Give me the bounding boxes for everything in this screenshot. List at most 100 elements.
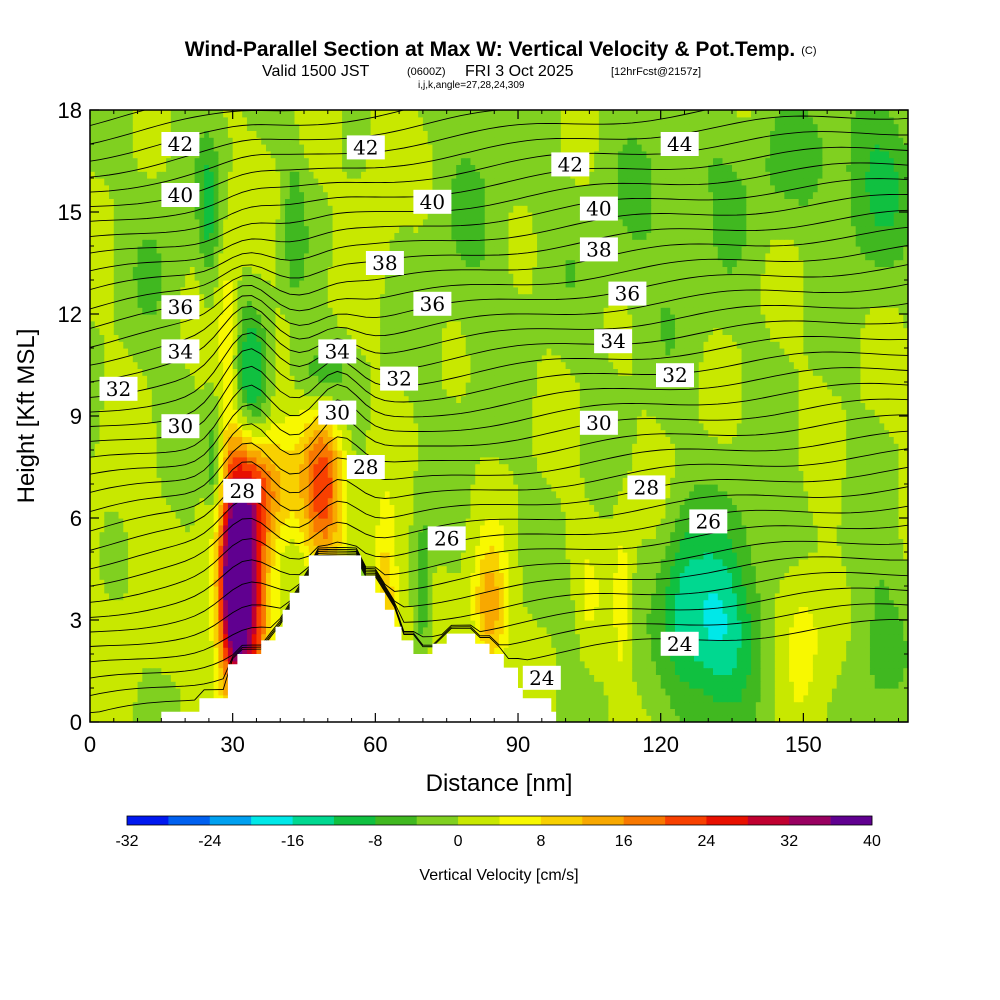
field-cell bbox=[251, 626, 258, 635]
field-cell bbox=[575, 708, 581, 716]
field-cell bbox=[751, 592, 757, 601]
field-cell bbox=[765, 586, 771, 594]
field-cell bbox=[594, 572, 600, 580]
field-cell bbox=[879, 606, 885, 614]
field-cell bbox=[213, 579, 220, 587]
field-cell bbox=[765, 681, 771, 689]
field-cell bbox=[603, 647, 609, 655]
field-cell bbox=[199, 565, 205, 573]
field-cell bbox=[175, 599, 181, 607]
field-cell bbox=[594, 633, 600, 641]
field-cell bbox=[774, 654, 781, 662]
field-cell bbox=[703, 654, 709, 662]
field-cell bbox=[403, 572, 410, 580]
field-cell bbox=[884, 586, 890, 594]
field-cell bbox=[822, 565, 828, 573]
field-cell bbox=[789, 599, 795, 607]
field-cell bbox=[698, 674, 705, 682]
field-cell bbox=[161, 565, 167, 573]
field-cell bbox=[166, 531, 172, 539]
field-cell bbox=[860, 613, 866, 621]
field-cell bbox=[213, 524, 220, 533]
field-cell bbox=[99, 708, 105, 716]
field-cell bbox=[603, 674, 609, 682]
field-cell bbox=[703, 599, 709, 607]
field-cell bbox=[636, 538, 643, 546]
field-cell bbox=[194, 633, 200, 641]
field-cell bbox=[689, 688, 695, 696]
field-cell bbox=[741, 654, 747, 662]
field-cell bbox=[204, 647, 210, 655]
field-cell bbox=[613, 640, 619, 648]
field-cell bbox=[432, 620, 438, 628]
field-cell bbox=[613, 579, 619, 587]
field-cell bbox=[869, 633, 876, 641]
field-cell bbox=[261, 606, 267, 614]
field-cell bbox=[194, 660, 200, 669]
field-cell bbox=[441, 572, 448, 580]
field-cell bbox=[213, 633, 220, 641]
field-cell bbox=[380, 552, 386, 560]
field-cell bbox=[570, 701, 576, 709]
field-cell bbox=[746, 654, 752, 662]
field-cell bbox=[189, 674, 196, 682]
field-cell bbox=[242, 640, 248, 648]
field-cell bbox=[551, 640, 557, 648]
field-cell bbox=[760, 620, 766, 628]
field-cell bbox=[598, 599, 605, 607]
field-cell bbox=[632, 654, 638, 662]
field-cell bbox=[560, 599, 567, 607]
field-cell bbox=[242, 626, 248, 635]
field-cell bbox=[850, 606, 857, 614]
field-cell bbox=[427, 626, 434, 635]
field-cell bbox=[722, 538, 728, 546]
field-cell bbox=[855, 531, 862, 539]
field-cell bbox=[299, 545, 305, 553]
field-cell bbox=[479, 545, 486, 553]
field-cell bbox=[841, 531, 847, 539]
field-cell bbox=[275, 606, 281, 614]
field-cell bbox=[265, 613, 272, 621]
field-cell bbox=[113, 592, 120, 601]
field-cell bbox=[270, 558, 277, 567]
field-cell bbox=[556, 626, 562, 635]
field-cell bbox=[617, 647, 624, 655]
field-cell bbox=[579, 620, 586, 628]
field-cell bbox=[251, 647, 258, 655]
field-cell bbox=[779, 654, 785, 662]
field-cell bbox=[674, 558, 681, 567]
field-cell bbox=[808, 626, 814, 635]
field-cell bbox=[751, 660, 757, 669]
field-cell bbox=[665, 694, 671, 703]
field-cell bbox=[746, 558, 752, 567]
field-cell bbox=[432, 592, 438, 601]
field-cell bbox=[632, 586, 638, 594]
field-cell bbox=[898, 579, 904, 587]
field-cell bbox=[232, 558, 239, 567]
field-cell bbox=[242, 606, 248, 614]
field-cell bbox=[774, 640, 781, 648]
field-cell bbox=[546, 565, 552, 573]
field-cell bbox=[460, 620, 467, 628]
field-cell bbox=[223, 531, 229, 539]
field-cell bbox=[608, 626, 614, 635]
field-cell bbox=[208, 620, 215, 628]
field-cell bbox=[494, 579, 500, 587]
field-cell bbox=[898, 674, 904, 682]
field-cell bbox=[522, 531, 529, 539]
field-cell bbox=[408, 524, 414, 533]
field-cell bbox=[403, 545, 410, 553]
field-cell bbox=[755, 626, 762, 635]
field-cell bbox=[151, 531, 158, 539]
field-cell bbox=[831, 701, 838, 709]
field-cell bbox=[689, 620, 695, 628]
field-cell bbox=[765, 620, 771, 628]
field-cell bbox=[256, 620, 262, 628]
field-cell bbox=[884, 633, 890, 641]
field-cell bbox=[584, 613, 590, 621]
field-cell bbox=[736, 579, 743, 587]
field-cell bbox=[484, 620, 491, 628]
field-cell bbox=[732, 688, 738, 696]
field-cell bbox=[865, 531, 871, 539]
field-cell bbox=[508, 558, 514, 567]
